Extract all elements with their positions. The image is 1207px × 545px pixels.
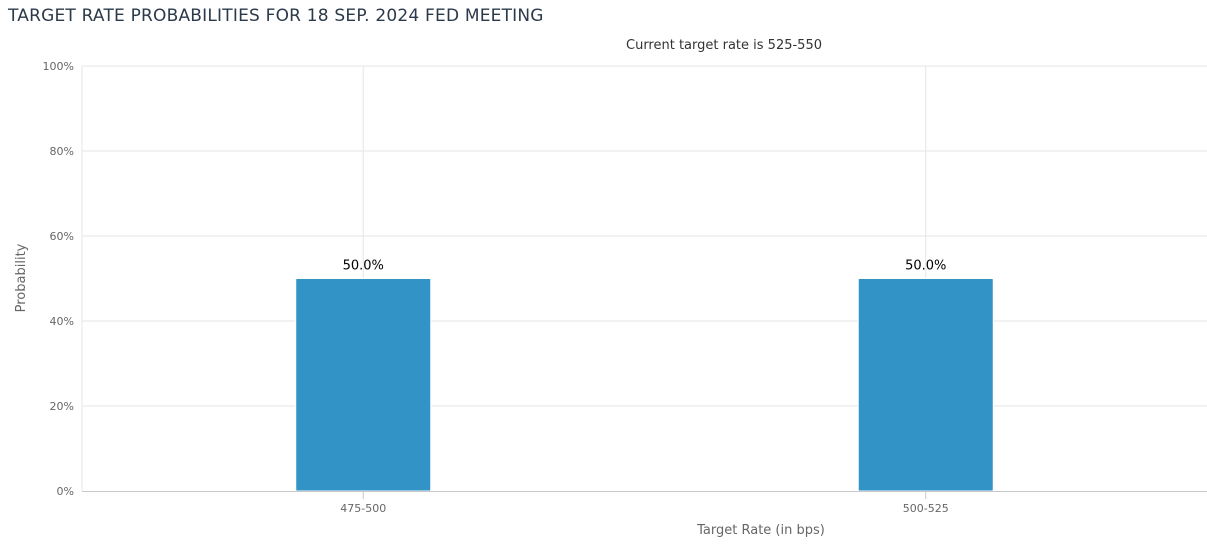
x-axis-ticks: 475-500 500-525	[340, 491, 949, 515]
bar-500-525[interactable]	[857, 278, 994, 492]
data-labels: 50.0% 50.0%	[343, 259, 947, 274]
x-tick-label: 475-500	[340, 502, 386, 515]
bar-475-500[interactable]	[295, 278, 432, 492]
y-tick-label: 100%	[43, 60, 74, 73]
y-tick-label: 80%	[50, 145, 74, 158]
y-axis-title: Probability	[14, 243, 29, 312]
bars	[295, 278, 994, 492]
x-axis-title: Target Rate (in bps)	[696, 523, 825, 538]
y-tick-label: 60%	[50, 230, 74, 243]
y-axis-ticks: 0% 20% 40% 60% 80% 100%	[43, 60, 74, 498]
data-label: 50.0%	[905, 259, 946, 274]
page-title: TARGET RATE PROBABILITIES FOR 18 SEP. 20…	[8, 6, 544, 26]
chart-subtitle: Current target rate is 525-550	[626, 38, 822, 53]
grid-lines	[81, 65, 1207, 491]
x-tick-label: 500-525	[903, 502, 949, 515]
y-tick-label: 20%	[50, 400, 74, 413]
y-tick-label: 0%	[57, 485, 74, 498]
y-tick-label: 40%	[50, 315, 74, 328]
data-label: 50.0%	[343, 259, 384, 274]
